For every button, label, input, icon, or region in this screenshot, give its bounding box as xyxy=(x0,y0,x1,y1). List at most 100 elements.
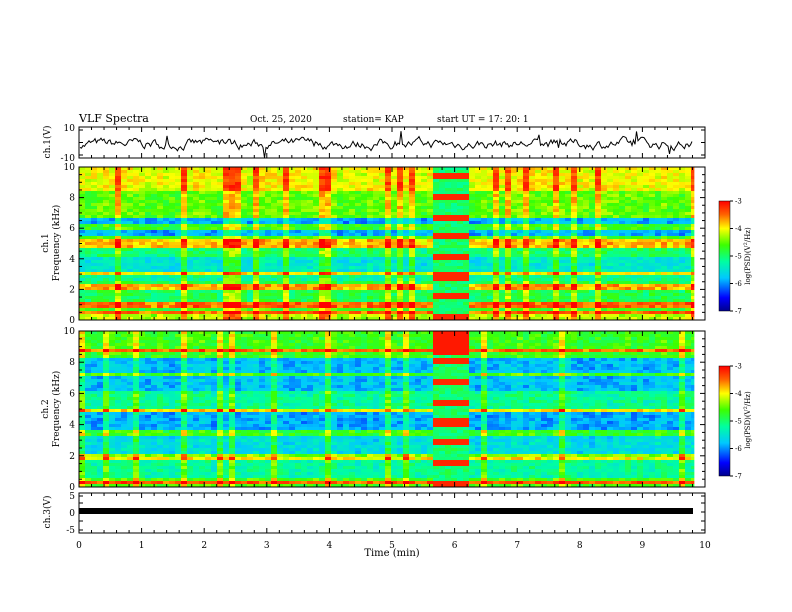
spectrogram-cell xyxy=(529,239,536,243)
spectrogram-cell xyxy=(265,188,272,192)
spectrogram-cell xyxy=(571,194,578,198)
spectrogram-cell xyxy=(169,170,176,174)
spectrogram-cell xyxy=(169,305,176,309)
spectrogram-cell xyxy=(637,296,644,300)
spectrogram-cell xyxy=(199,302,206,306)
spectrogram-cell xyxy=(91,281,98,285)
spectrogram-cell xyxy=(199,188,206,192)
spectrogram-cell xyxy=(643,302,650,306)
spectrogram-cell xyxy=(211,230,218,234)
spectrogram-cell xyxy=(103,179,110,183)
spectrogram-cell xyxy=(421,194,428,198)
spectrogram-cell xyxy=(679,173,686,177)
spectrogram-cell xyxy=(175,236,182,240)
spectrogram-cell xyxy=(535,245,542,249)
spectrogram-cell xyxy=(673,206,680,210)
spectrogram-cell xyxy=(235,296,242,300)
spectrogram-cell xyxy=(529,194,536,198)
spectrogram-cell xyxy=(103,230,110,234)
spectrogram-cell xyxy=(571,221,578,225)
spectrogram-cell xyxy=(505,182,512,186)
spectrogram-cell xyxy=(457,272,464,276)
spectrogram-cell xyxy=(205,302,212,306)
spectrogram-cell xyxy=(643,254,650,258)
spectrogram-cell xyxy=(625,182,632,186)
spectrogram-cell xyxy=(577,200,584,204)
spectrogram-cell xyxy=(367,272,374,276)
spectrogram-cell xyxy=(103,257,110,261)
spectrogram-cell xyxy=(217,188,224,192)
spectrogram-cell xyxy=(391,269,398,273)
spectrogram-cell xyxy=(679,278,686,282)
spectrogram-cell xyxy=(649,257,656,261)
spectrogram-cell xyxy=(661,290,668,294)
spectrogram-cell xyxy=(97,224,104,228)
spectrogram-cell xyxy=(175,212,182,216)
spectrogram-cell xyxy=(223,188,230,192)
spectrogram-cell xyxy=(547,245,554,249)
spectrogram-cell xyxy=(175,188,182,192)
spectrogram-cell xyxy=(187,236,194,240)
spectrogram-cell xyxy=(379,218,386,222)
spectrogram-cell xyxy=(79,188,86,192)
spectrogram-cell xyxy=(235,197,242,201)
spectrogram-cell xyxy=(337,215,344,219)
spectrogram-cell xyxy=(301,194,308,198)
spectrogram-cell xyxy=(259,230,266,234)
spectrogram-cell xyxy=(307,257,314,261)
spectrogram-cell xyxy=(571,281,578,285)
spectrogram-cell xyxy=(133,188,140,192)
spectrogram-cell xyxy=(139,185,146,189)
spectrogram-cell xyxy=(205,173,212,177)
spectrogram-cell xyxy=(91,257,98,261)
spectrogram-cell xyxy=(229,176,236,180)
spectrogram-cell xyxy=(361,245,368,249)
spectrogram-cell xyxy=(469,179,476,183)
spectrogram-cell xyxy=(403,296,410,300)
spectrogram-cell xyxy=(235,305,242,309)
spectrogram-cell xyxy=(259,239,266,243)
spectrogram-cell xyxy=(277,206,284,210)
spectrogram-cell xyxy=(637,197,644,201)
spectrogram-cell xyxy=(253,179,260,183)
spectrogram-cell xyxy=(673,251,680,255)
spectrogram-cell xyxy=(589,302,596,306)
spectrogram-cell xyxy=(145,233,152,237)
spectrogram-cell xyxy=(559,284,566,288)
spectrogram-cell xyxy=(415,245,422,249)
spectrogram-cell xyxy=(205,287,212,291)
spectrogram-cell xyxy=(475,299,482,303)
spectrogram-cell xyxy=(625,185,632,189)
spectrogram-cell xyxy=(139,227,146,231)
spectrogram-cell xyxy=(271,269,278,273)
spectrogram-cell xyxy=(109,293,116,297)
spectrogram-cell xyxy=(295,254,302,258)
spectrogram-cell xyxy=(511,272,518,276)
spectrogram-cell xyxy=(649,215,656,219)
spectrogram-cell xyxy=(577,275,584,279)
spectrogram-cell xyxy=(517,203,524,207)
spectrogram-cell xyxy=(589,257,596,261)
spectrogram-cell xyxy=(661,239,668,243)
spectrogram-cell xyxy=(337,296,344,300)
spectrogram-cell xyxy=(361,173,368,177)
spectrogram-cell xyxy=(511,239,518,243)
spectrogram-cell xyxy=(349,296,356,300)
spectrogram-cell xyxy=(91,266,98,270)
spectrogram-cell xyxy=(157,185,164,189)
spectrogram-cell xyxy=(253,233,260,237)
spectrogram-cell xyxy=(277,221,284,225)
spectrogram-cell xyxy=(145,266,152,270)
spectrogram-cell xyxy=(481,227,488,231)
spectrogram-cell xyxy=(649,188,656,192)
spectrogram-cell xyxy=(187,203,194,207)
spectrogram-cell xyxy=(547,248,554,252)
spectrogram-cell xyxy=(295,293,302,297)
spectrogram-cell xyxy=(325,227,332,231)
spectrogram-cell xyxy=(103,272,110,276)
spectrogram-cell xyxy=(565,230,572,234)
spectrogram-cell xyxy=(685,191,692,195)
spectrogram-cell xyxy=(655,173,662,177)
spectrogram-cell xyxy=(193,242,200,246)
spectrogram-cell xyxy=(637,275,644,279)
